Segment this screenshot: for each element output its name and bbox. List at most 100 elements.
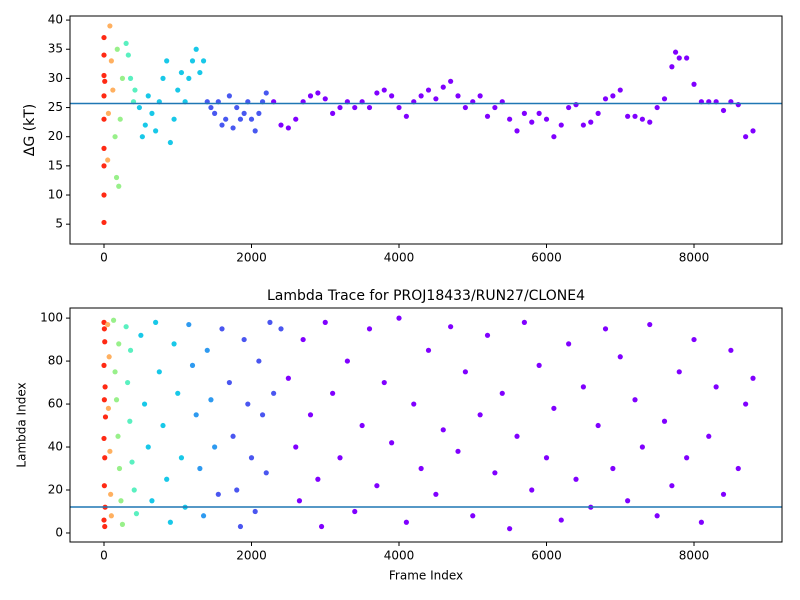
point bbox=[672, 49, 679, 55]
y-tick-label: 60 bbox=[48, 397, 63, 411]
point bbox=[237, 116, 244, 122]
point bbox=[145, 444, 151, 450]
point bbox=[248, 455, 255, 461]
point bbox=[507, 116, 513, 122]
y-tick-label: 40 bbox=[48, 13, 63, 27]
point bbox=[212, 444, 218, 450]
point bbox=[639, 116, 645, 122]
point bbox=[344, 358, 350, 364]
point bbox=[105, 405, 112, 411]
point bbox=[160, 422, 166, 429]
y-tick-label: 35 bbox=[48, 42, 63, 56]
point bbox=[669, 64, 675, 70]
x-tick-label: 4000 bbox=[384, 251, 415, 265]
point bbox=[197, 465, 203, 472]
x-tick-label: 2000 bbox=[236, 251, 267, 265]
point bbox=[119, 75, 126, 81]
point bbox=[728, 347, 734, 353]
chart-title: Lambda Trace for PROJ18433/RUN27/CLONE4 bbox=[267, 288, 585, 304]
point bbox=[267, 319, 273, 325]
point bbox=[448, 78, 454, 84]
point bbox=[252, 128, 258, 134]
point bbox=[558, 122, 564, 128]
point bbox=[440, 427, 446, 433]
point bbox=[101, 93, 107, 99]
y-tick-label: 5 bbox=[55, 217, 63, 231]
y-tick-label: 0 bbox=[55, 525, 63, 539]
point bbox=[256, 110, 262, 116]
point bbox=[230, 125, 236, 131]
point bbox=[141, 401, 148, 407]
point bbox=[142, 122, 148, 128]
point bbox=[102, 384, 108, 390]
point bbox=[125, 52, 131, 58]
point bbox=[110, 317, 117, 323]
point bbox=[580, 122, 586, 128]
panel: 0 2000 4000 6000 8000 5 10 15 20 25 30 35 40 ΔG (kT) bbox=[22, 13, 783, 265]
point bbox=[175, 390, 181, 396]
point bbox=[595, 110, 601, 116]
point bbox=[566, 341, 572, 347]
point bbox=[164, 476, 170, 482]
point bbox=[101, 435, 107, 442]
point bbox=[580, 384, 586, 390]
point bbox=[127, 418, 133, 424]
point bbox=[234, 104, 240, 111]
point bbox=[477, 412, 483, 418]
point bbox=[654, 513, 660, 519]
point bbox=[189, 58, 196, 64]
point bbox=[125, 379, 131, 386]
point bbox=[492, 470, 498, 476]
point bbox=[330, 390, 336, 396]
point bbox=[529, 487, 535, 493]
point bbox=[462, 104, 468, 111]
x-tick-label: 2000 bbox=[236, 549, 267, 563]
point bbox=[101, 52, 107, 58]
point bbox=[167, 519, 173, 525]
point bbox=[101, 362, 107, 368]
panel: 0 2000 4000 6000 8000 0 20 40 60 80 100 Lambda Trac… bbox=[15, 288, 783, 583]
point bbox=[102, 414, 109, 420]
x-tick-label: 8000 bbox=[679, 251, 710, 265]
point bbox=[101, 397, 107, 403]
point bbox=[366, 326, 373, 332]
point bbox=[750, 128, 756, 134]
point bbox=[215, 491, 221, 497]
point bbox=[248, 116, 255, 122]
point bbox=[116, 183, 122, 189]
point bbox=[411, 401, 417, 407]
point bbox=[750, 375, 756, 381]
point bbox=[300, 336, 306, 343]
point bbox=[237, 523, 244, 530]
point bbox=[595, 422, 601, 429]
point bbox=[133, 511, 140, 517]
point bbox=[551, 405, 557, 411]
point bbox=[127, 347, 134, 353]
point bbox=[543, 116, 550, 122]
point bbox=[208, 104, 214, 111]
point bbox=[285, 125, 291, 131]
point bbox=[101, 192, 107, 198]
point bbox=[337, 455, 343, 461]
y-tick-label: 10 bbox=[48, 188, 63, 202]
point bbox=[425, 347, 432, 353]
point bbox=[315, 90, 321, 96]
point bbox=[116, 341, 122, 347]
point bbox=[617, 87, 623, 93]
point bbox=[691, 336, 697, 343]
point bbox=[433, 96, 439, 102]
point bbox=[226, 93, 232, 99]
y-axis-label: ΔG (kT) bbox=[22, 104, 38, 156]
point bbox=[131, 487, 137, 493]
point bbox=[315, 476, 321, 482]
point bbox=[167, 139, 173, 146]
point bbox=[118, 498, 124, 504]
point bbox=[389, 440, 395, 446]
point bbox=[116, 465, 123, 472]
point bbox=[112, 369, 118, 375]
point bbox=[632, 113, 638, 119]
point bbox=[123, 324, 129, 330]
point bbox=[113, 174, 120, 181]
point bbox=[514, 128, 520, 134]
y-tick-label: 80 bbox=[48, 354, 63, 368]
